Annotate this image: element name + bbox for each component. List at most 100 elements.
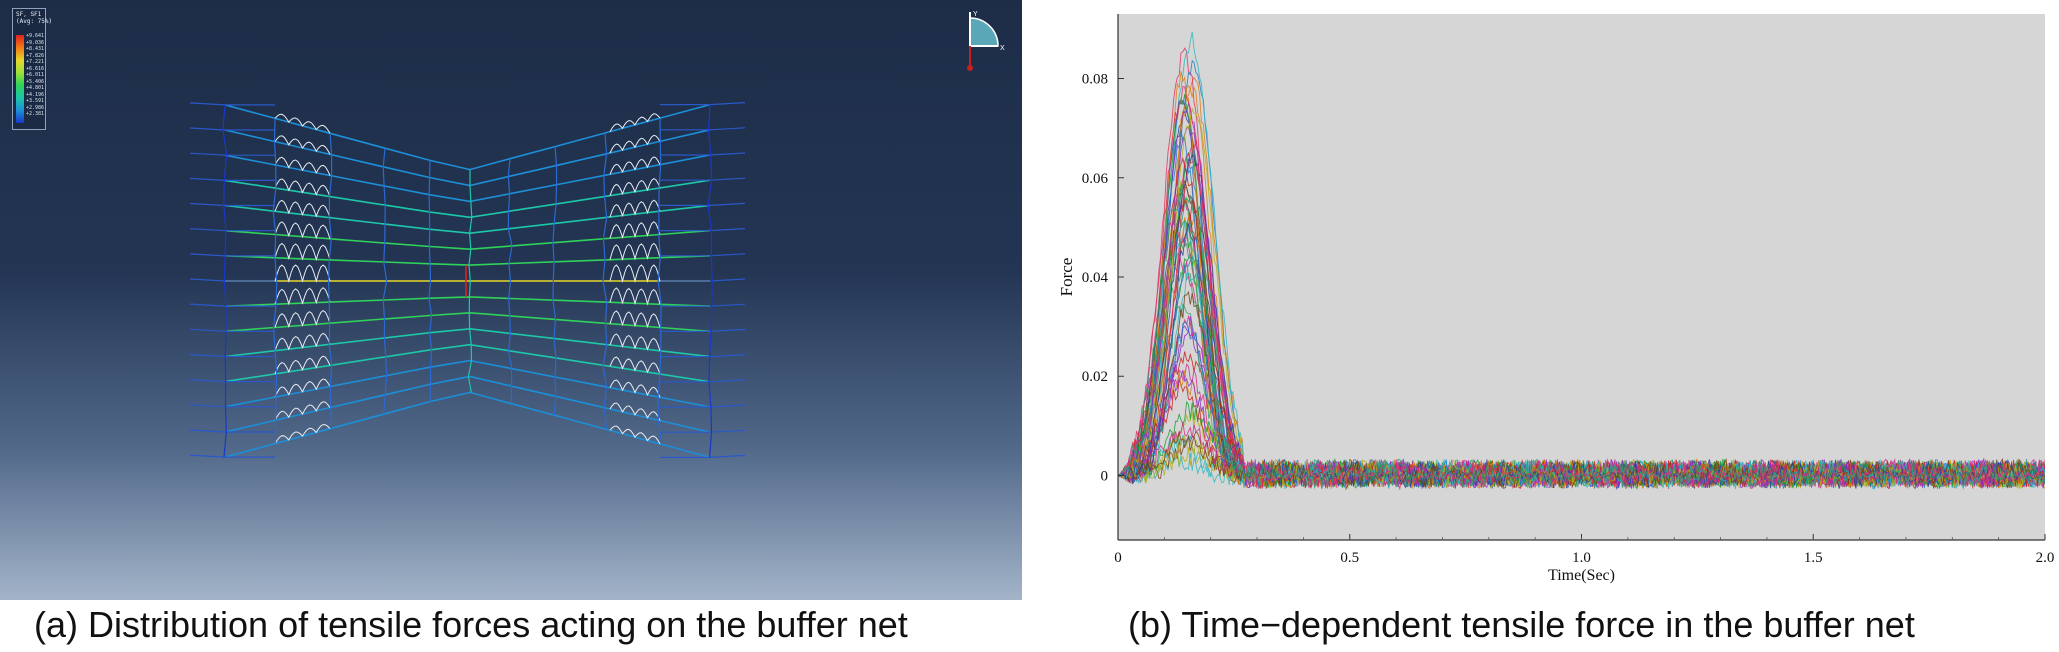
net-spring-damper [609, 199, 661, 218]
net-horizontal-rope [224, 154, 711, 203]
net-right-anchor [709, 379, 746, 383]
net-right-anchor [709, 228, 746, 232]
net-left-anchor [189, 328, 226, 332]
triad-y-label: Y [973, 11, 978, 18]
net-spring-damper [274, 156, 331, 176]
net-spring-damper [274, 264, 331, 283]
x-axis-label: Time(Sec) [1548, 567, 1615, 584]
net-spring-damper [609, 134, 661, 154]
legend-value: +9.641e+04 [26, 33, 44, 39]
net-spring-damper [609, 356, 661, 375]
net-left-anchor [189, 303, 226, 307]
net-vertical-rope [657, 118, 663, 444]
net-horizontal-rope [224, 311, 711, 333]
force-series-line [1118, 186, 2045, 489]
net-right-anchor [709, 253, 746, 257]
net-spring-damper [274, 378, 331, 398]
net-spring-damper [274, 199, 331, 218]
net-left-anchor [189, 202, 226, 207]
net-horizontal-rope [224, 129, 711, 187]
net-left-anchor [189, 379, 226, 383]
net-left-anchor [189, 253, 226, 257]
y-tick-label: 0.06 [1082, 171, 1109, 187]
caption-a: (a) Distribution of tensile forces actin… [34, 604, 908, 645]
net-right-anchor [709, 328, 746, 332]
legend-value: +4.196e+04 [26, 91, 44, 98]
legend-value: +5.406e+04 [26, 78, 44, 85]
legend-value: +6.011e+04 [26, 72, 44, 78]
net-spring-damper [609, 221, 661, 240]
legend-value: +2.986e+04 [26, 104, 44, 111]
net-vertical-rope [428, 160, 433, 402]
y-tick-label: 0 [1101, 468, 1109, 484]
net-spring-damper [609, 242, 661, 262]
net-vertical-rope [707, 104, 713, 458]
legend-values: +9.641e+04+9.036e+04+8.431e+04+7.826e+04… [26, 33, 44, 125]
finite-element-view: SF, SF1 (Avg: 75%) +9.641e+04+9.036e+04+… [0, 0, 1022, 600]
x-tick-label: 0 [1114, 550, 1122, 566]
net-spring-damper [609, 402, 661, 421]
net-right-anchor [709, 127, 746, 131]
net-horizontal-rope [224, 255, 711, 266]
triad-x-label: X [1000, 45, 1005, 52]
y-tick-label: 0.02 [1082, 369, 1108, 385]
net-vertical-rope [507, 158, 513, 404]
plot-area [1118, 14, 2045, 540]
net-spring-damper [609, 379, 661, 398]
y-axis-label: Force [1057, 258, 1076, 297]
net-spring-damper [609, 113, 661, 132]
net-spring-damper [274, 355, 331, 375]
force-time-chart: 0 0.5 1.0 1.5 2.0 0 0.02 0.04 0.06 0.08 Time(Sec) F… [1040, 0, 2059, 600]
net-spring-damper [609, 287, 661, 306]
net-left-anchor [189, 127, 226, 131]
force-series-line [1118, 85, 2045, 489]
net-vertical-rope [327, 133, 333, 429]
x-tick-label: 2.0 [2036, 550, 2055, 566]
net-left-anchor [189, 353, 226, 358]
net-spring-damper [274, 178, 331, 197]
net-right-anchor [709, 152, 746, 156]
legend-value: +7.826e+04 [26, 52, 44, 59]
x-tick-label: 1.0 [1572, 550, 1591, 566]
chart-svg: 0 0.5 1.0 1.5 2.0 0 0.02 0.04 0.06 0.08 Time(Sec) F… [1057, 14, 2055, 584]
net-right-anchor [709, 404, 746, 408]
net-vertical-rope [467, 169, 473, 393]
axis-triad-icon: Y X [967, 11, 1005, 71]
net-spring-damper [274, 332, 331, 351]
net-spring-damper [274, 401, 331, 421]
net-right-anchor [709, 177, 746, 181]
net-right-anchor [709, 102, 746, 106]
net-right-anchor [709, 303, 746, 307]
legend-value: +3.591e+04 [26, 98, 44, 104]
net-spring-damper [609, 177, 661, 196]
net-vertical-rope [382, 148, 388, 414]
net-spring-damper [274, 242, 331, 262]
net-horizontal-rope [224, 103, 711, 171]
net-spring-damper [274, 221, 331, 240]
net-vertical-rope [222, 104, 228, 458]
legend-title: SF, SF1 (Avg: 75%) [16, 11, 53, 25]
x-tick-label: 1.5 [1804, 550, 1823, 566]
net-horizontal-rope [224, 359, 711, 408]
net-left-anchor [189, 454, 226, 458]
net-spring-damper [609, 425, 661, 445]
net-left-anchor [189, 228, 226, 232]
legend-value: +9.036e+04 [26, 39, 44, 46]
y-tick-label: 0.04 [1082, 270, 1109, 286]
net-spring-damper [274, 424, 331, 444]
net-vertical-rope [272, 118, 278, 444]
net-right-anchor [709, 353, 746, 358]
net-right-anchor [709, 429, 746, 433]
legend-value: +6.616e+04 [26, 65, 44, 72]
legend-value: +2.381e+04 [26, 111, 44, 117]
buffer-net-mesh [189, 102, 746, 459]
net-vertical-rope [602, 132, 608, 430]
legend-value: +8.431e+04 [26, 46, 44, 52]
net-horizontal-rope [224, 343, 711, 383]
net-spring-damper [274, 113, 331, 134]
net-spring-damper [609, 310, 661, 329]
net-right-anchor [709, 454, 746, 458]
net-horizontal-rope [224, 296, 711, 307]
net-horizontal-rope [224, 179, 711, 219]
net-horizontal-rope [224, 375, 711, 433]
